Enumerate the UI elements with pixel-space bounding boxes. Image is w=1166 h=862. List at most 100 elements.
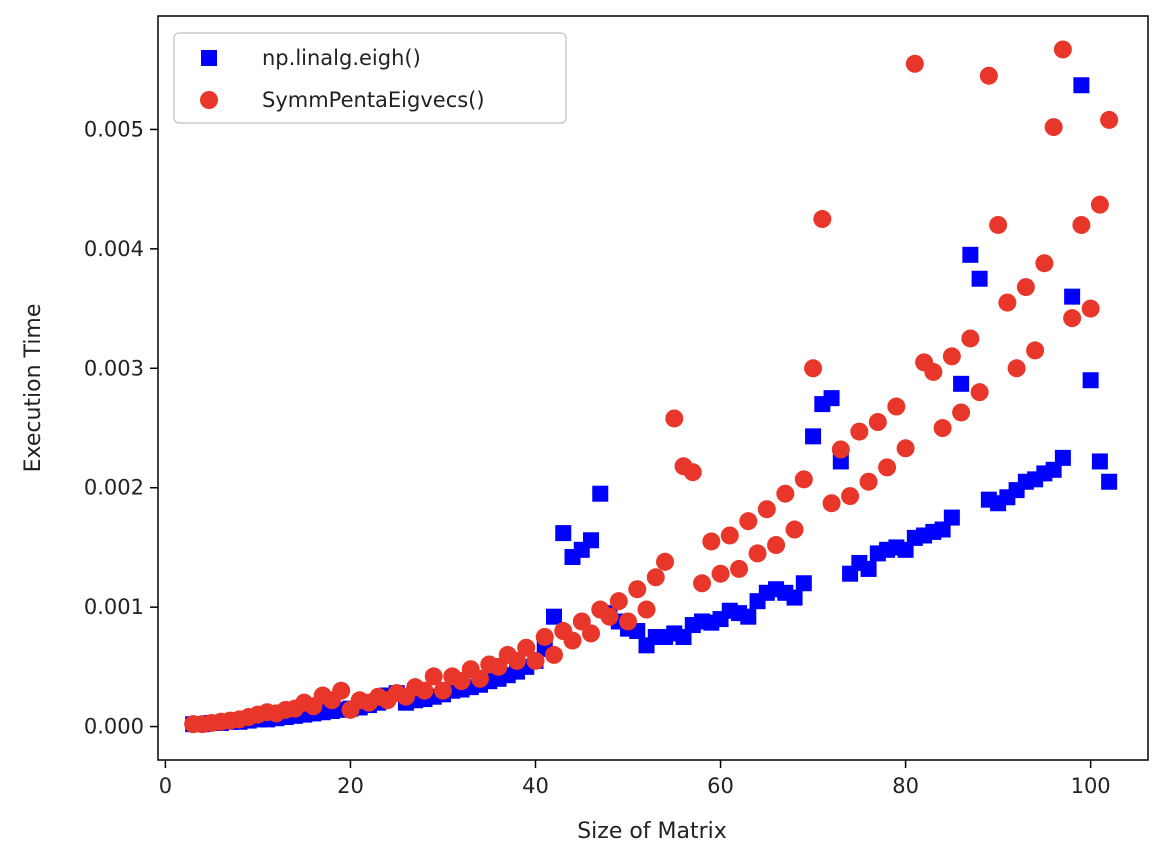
data-point-symmpenta bbox=[831, 440, 850, 459]
data-point-symmpenta bbox=[730, 559, 749, 578]
data-point-symmpenta bbox=[1016, 278, 1035, 297]
data-point-symmpenta bbox=[609, 592, 628, 611]
x-tick-label: 100 bbox=[1071, 774, 1111, 798]
data-point-eigh bbox=[823, 390, 840, 407]
data-point-eigh bbox=[555, 525, 572, 542]
data-point-symmpenta bbox=[563, 631, 582, 650]
plot-frame bbox=[157, 15, 1149, 761]
data-point-symmpenta bbox=[415, 681, 434, 700]
data-point-symmpenta bbox=[1100, 110, 1119, 129]
x-axis: 0 20 40 60 80 100 bbox=[159, 760, 1111, 798]
data-point-symmpenta bbox=[748, 544, 767, 563]
data-point-symmpenta bbox=[776, 484, 795, 503]
data-point-symmpenta bbox=[878, 458, 897, 477]
data-point-symmpenta bbox=[1072, 215, 1091, 234]
data-point-eigh bbox=[953, 375, 970, 392]
data-point-eigh bbox=[971, 270, 988, 287]
data-point-symmpenta bbox=[905, 54, 924, 73]
data-point-eigh bbox=[583, 532, 600, 549]
legend-label-eigh: np.linalg.eigh() bbox=[262, 46, 421, 70]
x-tick-label: 0 bbox=[159, 774, 172, 798]
data-point-symmpenta bbox=[1053, 40, 1072, 59]
y-tick-label: 0.005 bbox=[84, 117, 144, 141]
data-point-symmpenta bbox=[868, 413, 887, 432]
data-point-eigh bbox=[962, 246, 979, 263]
data-point-eigh bbox=[546, 608, 562, 625]
data-point-symmpenta bbox=[545, 645, 563, 664]
data-point-symmpenta bbox=[822, 494, 841, 513]
data-point-eigh bbox=[786, 589, 803, 606]
data-point-symmpenta bbox=[711, 564, 730, 583]
data-point-symmpenta bbox=[1090, 195, 1109, 214]
data-point-symmpenta bbox=[507, 651, 526, 670]
data-point-symmpenta bbox=[1063, 309, 1082, 328]
data-point-symmpenta bbox=[656, 552, 675, 571]
series-layer bbox=[184, 40, 1119, 734]
data-point-symmpenta bbox=[767, 536, 786, 555]
data-point-eigh bbox=[740, 608, 757, 625]
data-point-symmpenta bbox=[1007, 359, 1026, 378]
legend-box bbox=[173, 32, 567, 124]
data-point-symmpenta bbox=[952, 403, 971, 422]
y-axis: 0.000 0.001 0.002 0.003 0.004 0.005 bbox=[84, 117, 158, 739]
data-point-symmpenta bbox=[989, 215, 1008, 234]
data-point-eigh bbox=[1101, 473, 1118, 490]
data-point-symmpenta bbox=[683, 463, 702, 482]
legend-marker-symmpenta bbox=[200, 91, 218, 109]
data-point-symmpenta bbox=[924, 362, 943, 381]
data-point-symmpenta bbox=[526, 651, 545, 670]
data-point-symmpenta bbox=[757, 500, 776, 519]
data-point-eigh bbox=[1064, 288, 1081, 305]
data-point-symmpenta bbox=[470, 669, 489, 688]
x-axis-label: Size of Matrix bbox=[577, 819, 727, 844]
data-point-symmpenta bbox=[850, 422, 869, 441]
data-point-symmpenta bbox=[600, 607, 619, 626]
data-point-symmpenta bbox=[896, 439, 915, 458]
data-point-eigh bbox=[1054, 449, 1071, 466]
data-point-symmpenta bbox=[424, 667, 443, 686]
y-tick-label: 0.001 bbox=[84, 595, 144, 619]
data-point-symmpenta bbox=[1081, 299, 1100, 318]
y-tick-label: 0.002 bbox=[84, 476, 144, 500]
data-point-symmpenta bbox=[332, 681, 351, 700]
x-tick-label: 40 bbox=[522, 774, 549, 798]
x-tick-label: 60 bbox=[707, 774, 734, 798]
legend-marker-eigh bbox=[201, 50, 217, 66]
y-tick-label: 0.004 bbox=[84, 237, 144, 261]
data-point-symmpenta bbox=[970, 383, 989, 402]
data-point-symmpenta bbox=[804, 359, 823, 378]
y-tick-label: 0.003 bbox=[84, 356, 144, 380]
data-point-symmpenta bbox=[720, 526, 739, 545]
data-point-symmpenta bbox=[637, 600, 656, 619]
data-point-symmpenta bbox=[665, 409, 684, 428]
data-point-eigh bbox=[860, 560, 877, 577]
data-point-symmpenta bbox=[794, 470, 813, 489]
data-point-eigh bbox=[795, 575, 812, 592]
data-point-symmpenta bbox=[628, 580, 647, 599]
data-point-symmpenta bbox=[1026, 341, 1045, 360]
data-point-symmpenta bbox=[942, 347, 961, 366]
data-point-eigh bbox=[592, 485, 609, 502]
series-1 bbox=[184, 40, 1119, 734]
data-point-symmpenta bbox=[961, 329, 980, 348]
data-point-symmpenta bbox=[535, 627, 554, 646]
y-axis-label: Execution Time bbox=[21, 304, 46, 473]
data-point-symmpenta bbox=[887, 397, 906, 416]
data-point-symmpenta bbox=[702, 532, 721, 551]
y-tick-label: 0.000 bbox=[84, 715, 144, 739]
data-point-symmpenta bbox=[979, 66, 998, 85]
x-tick-label: 80 bbox=[892, 774, 919, 798]
data-point-eigh bbox=[943, 509, 960, 526]
data-point-symmpenta bbox=[841, 487, 860, 506]
data-point-symmpenta bbox=[933, 419, 952, 438]
data-point-symmpenta bbox=[859, 472, 878, 491]
data-point-symmpenta bbox=[1044, 118, 1063, 137]
data-point-symmpenta bbox=[813, 210, 832, 229]
data-point-symmpenta bbox=[1035, 254, 1054, 273]
data-point-eigh bbox=[805, 428, 822, 445]
data-point-symmpenta bbox=[998, 293, 1017, 312]
data-point-eigh bbox=[1082, 372, 1099, 389]
data-point-symmpenta bbox=[739, 512, 758, 531]
